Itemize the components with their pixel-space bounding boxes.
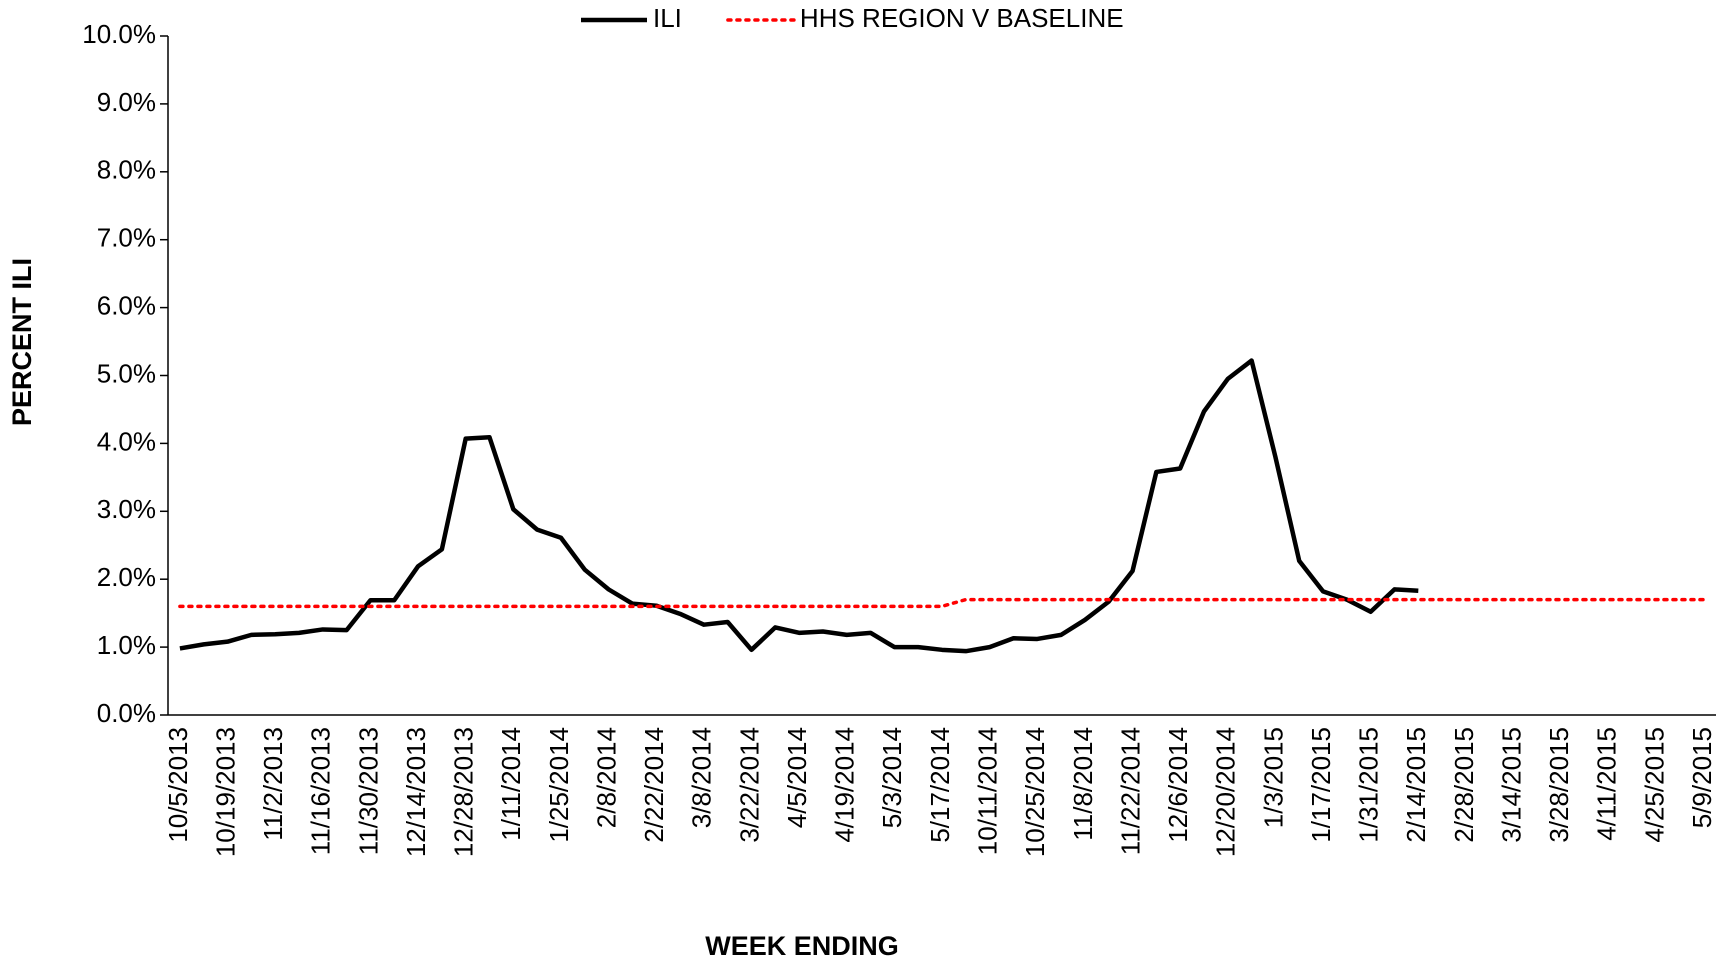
x-tick-label: 1/31/2015 [1354, 727, 1384, 843]
x-tick-label: 11/16/2013 [306, 727, 336, 855]
x-tick-label: 12/14/2013 [401, 727, 431, 857]
x-tick-label: 11/30/2013 [353, 727, 383, 855]
x-tick-label: 10/25/2014 [1020, 727, 1050, 857]
y-tick-label: 5.0% [97, 358, 156, 388]
x-tick-label: 2/8/2014 [591, 727, 621, 828]
x-tick-label: 10/5/2013 [163, 727, 193, 843]
x-tick-label: 1/11/2014 [496, 727, 526, 841]
x-tick-label: 11/22/2014 [1115, 727, 1145, 855]
x-tick-label: 3/14/2015 [1496, 727, 1526, 843]
y-tick-label: 3.0% [97, 494, 156, 524]
x-tick-label: 3/8/2014 [687, 727, 717, 828]
x-tick-label: 4/11/2015 [1592, 727, 1622, 841]
x-tick-label: 12/28/2013 [449, 727, 479, 857]
y-tick-label: 10.0% [82, 19, 156, 49]
y-tick-label: 1.0% [97, 630, 156, 660]
series-line [179, 358, 1419, 654]
series-line [178, 597, 1706, 609]
x-tick-label: 5/3/2014 [877, 727, 907, 828]
x-tick-label: 4/19/2014 [830, 727, 860, 843]
x-tick-label: 11/8/2014 [1068, 727, 1098, 841]
y-tick-label: 8.0% [97, 155, 156, 185]
legend-label: ILI [653, 3, 682, 33]
x-tick-label: 2/22/2014 [639, 727, 669, 843]
x-tick-label: 1/25/2014 [544, 727, 574, 843]
x-tick-label: 3/28/2015 [1544, 727, 1574, 843]
y-tick-label: 0.0% [97, 698, 156, 728]
x-tick-label: 4/25/2015 [1639, 727, 1669, 843]
x-tick-label: 2/28/2015 [1449, 727, 1479, 843]
x-tick-label: 10/11/2014 [973, 727, 1003, 855]
x-tick-label: 2/14/2015 [1401, 727, 1431, 843]
x-tick-label: 12/6/2014 [1163, 727, 1193, 843]
x-tick-label: 3/22/2014 [734, 727, 764, 843]
x-tick-label: 1/17/2015 [1306, 727, 1336, 843]
x-tick-label: 12/20/2014 [1211, 727, 1241, 857]
x-tick-label: 11/2/2013 [258, 727, 288, 841]
legend-label: HHS REGION V BASELINE [800, 3, 1124, 33]
x-tick-label: 5/9/2015 [1687, 727, 1717, 828]
y-axis-title: PERCENT ILI [7, 258, 37, 426]
x-tick-label: 4/5/2014 [782, 727, 812, 828]
y-tick-label: 2.0% [97, 562, 156, 592]
x-tick-label: 5/17/2014 [925, 727, 955, 843]
y-tick-label: 7.0% [97, 223, 156, 253]
x-axis-title: WEEK ENDING [705, 931, 899, 961]
y-tick-label: 6.0% [97, 290, 156, 320]
y-tick-label: 4.0% [97, 426, 156, 456]
x-tick-label: 10/19/2013 [210, 727, 240, 857]
y-tick-label: 9.0% [97, 87, 156, 117]
x-tick-label: 1/3/2015 [1258, 727, 1288, 828]
